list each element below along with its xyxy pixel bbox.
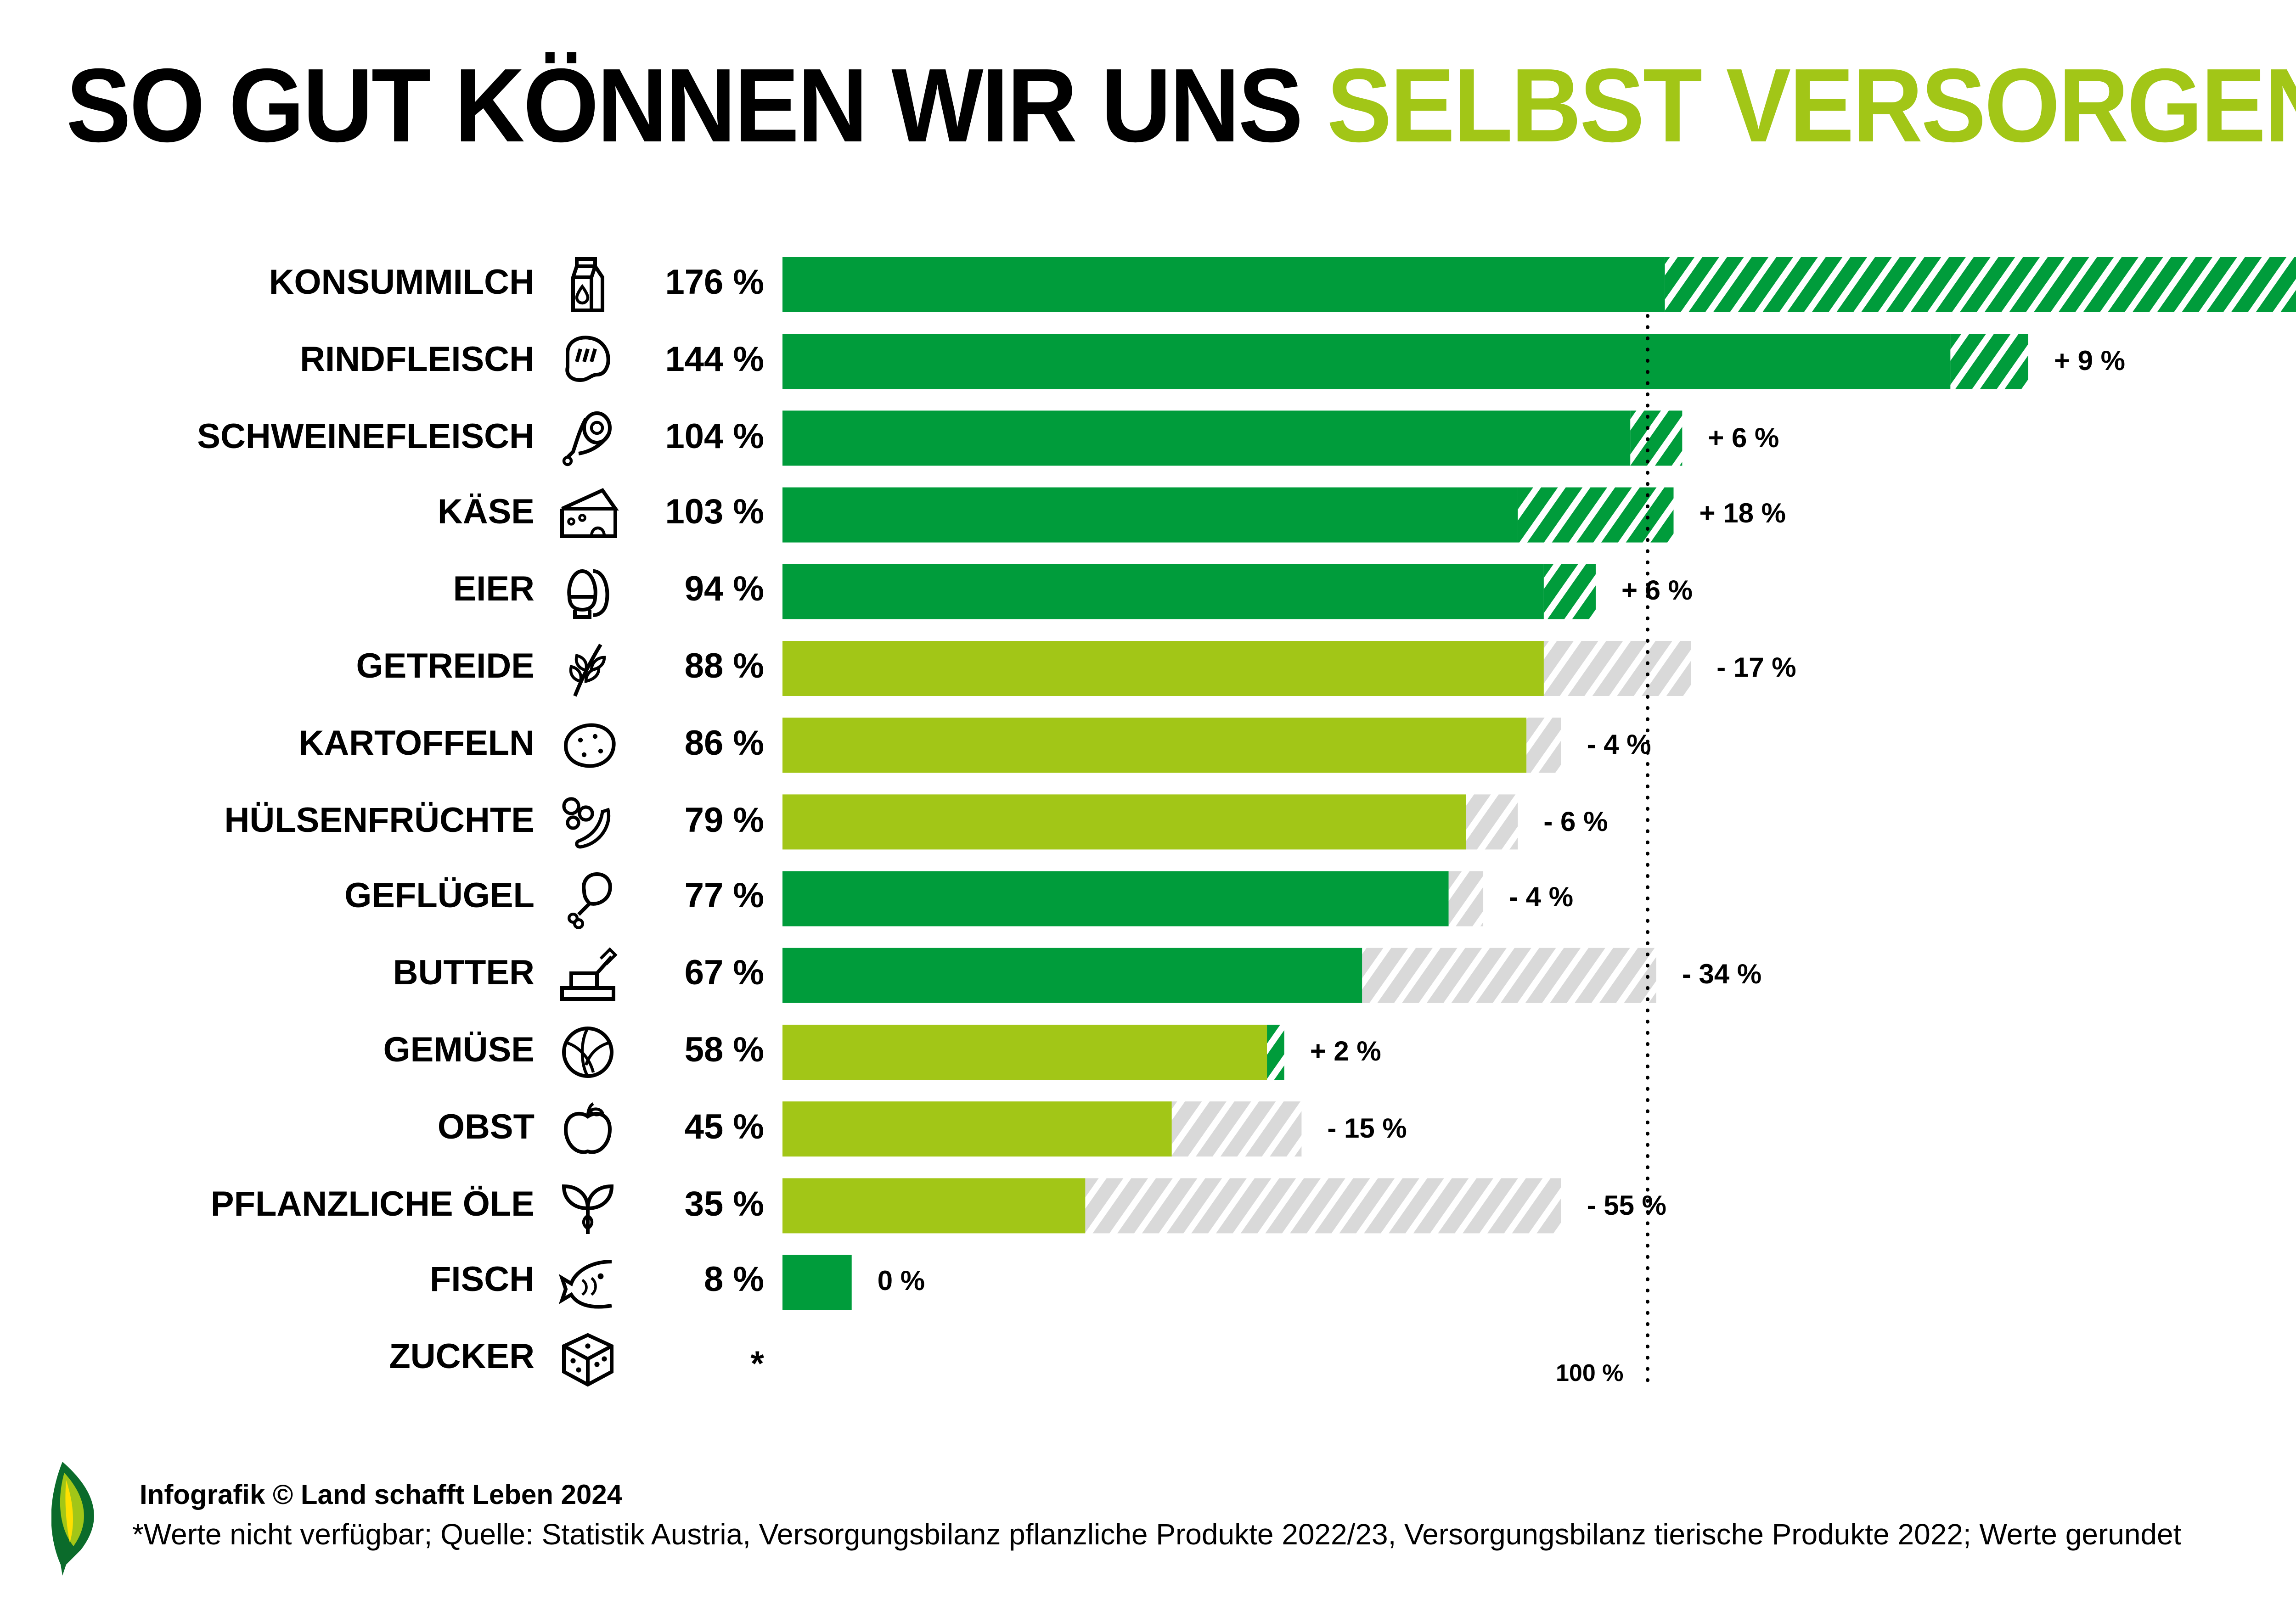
potato-icon	[557, 714, 619, 776]
category-label: GETREIDE	[356, 648, 535, 687]
milk-carton-icon	[557, 253, 619, 316]
value-label: 79 %	[684, 802, 764, 841]
value-label: 45 %	[684, 1109, 764, 1148]
bar-current-value	[782, 718, 1527, 773]
value-label: 144 %	[665, 341, 765, 380]
category-label: SCHWEINEFLEISCH	[197, 418, 535, 457]
page-title: SO GUT KÖNNEN WIR UNS SELBST VERSORGEN	[66, 54, 2296, 160]
bar-decrease-since-1995	[1171, 1101, 1302, 1157]
cabbage-icon	[557, 1021, 619, 1083]
change-label: + 6 %	[1621, 576, 1693, 607]
egg-icon	[557, 561, 619, 623]
bar-current-value	[782, 1025, 1267, 1080]
bar-decrease-since-1995	[1466, 794, 1518, 850]
change-label: - 4 %	[1509, 883, 1574, 915]
value-label: 67 %	[684, 955, 764, 994]
bar-current-value	[782, 1101, 1172, 1157]
bar-current-value	[782, 564, 1544, 619]
bar-current-value	[782, 410, 1631, 466]
category-label: EIER	[453, 571, 535, 610]
chicken-leg-icon	[557, 868, 619, 930]
bar-decrease-since-1995	[1085, 1178, 1561, 1234]
bar-current-value	[782, 948, 1362, 1003]
change-label: + 18 %	[1699, 499, 1786, 531]
title-part-2: SELBST VERSORGEN	[1327, 48, 2296, 165]
category-label: GEFLÜGEL	[344, 878, 535, 917]
bar-increase-since-1995	[1950, 334, 2028, 389]
change-label: - 34 %	[1682, 960, 1762, 991]
value-label: 88 %	[684, 648, 764, 687]
category-label: FISCH	[430, 1262, 535, 1301]
bar-current-value	[782, 334, 1951, 389]
apple-icon	[557, 1098, 619, 1160]
value-label: 104 %	[665, 418, 765, 457]
category-label: HÜLSENFRÜCHTE	[224, 802, 535, 841]
change-label: + 6 %	[1708, 422, 1779, 454]
value-label: 176 %	[665, 264, 765, 303]
category-label: RINDFLEISCH	[300, 341, 535, 380]
butter-icon	[557, 944, 619, 1007]
change-label: 0 %	[877, 1267, 925, 1298]
category-label: PFLANZLICHE ÖLE	[210, 1185, 535, 1224]
cheese-icon	[557, 484, 619, 546]
category-label: KÄSE	[437, 494, 535, 533]
bar-current-value	[782, 641, 1544, 696]
reference-line-label: 100 %	[1556, 1359, 1624, 1386]
change-label: - 4 %	[1587, 729, 1651, 761]
category-label: ZUCKER	[389, 1339, 535, 1378]
change-label: - 55 %	[1587, 1190, 1666, 1222]
bar-decrease-since-1995	[1362, 948, 1656, 1003]
change-label: + 2 %	[1310, 1037, 1381, 1068]
bar-increase-since-1995	[1630, 410, 1683, 466]
value-label: 8 %	[704, 1262, 764, 1301]
value-label: *	[750, 1346, 764, 1385]
title-part-1: SO GUT KÖNNEN WIR UNS	[66, 48, 1327, 165]
bar-current-value	[782, 487, 1518, 543]
category-label: GEMÜSE	[383, 1032, 535, 1071]
change-label: - 17 %	[1716, 653, 1796, 684]
value-label: 103 %	[665, 494, 765, 533]
bar-decrease-since-1995	[1543, 641, 1691, 696]
footer-credit: Infografik © Land schafft Leben 2024	[140, 1480, 623, 1511]
bar-current-value	[782, 1178, 1086, 1234]
bar-current-value	[782, 794, 1466, 850]
change-label: + 9 %	[2054, 346, 2126, 377]
footer-source-note: *Werte nicht verfügbar; Quelle: Statisti…	[132, 1521, 2182, 1552]
value-label: 94 %	[684, 571, 764, 610]
bar-increase-since-1995	[1267, 1025, 1284, 1080]
bar-increase-since-1995	[1518, 487, 1674, 543]
wheat-icon	[557, 637, 619, 700]
value-label: 77 %	[684, 878, 764, 917]
category-label: OBST	[437, 1109, 535, 1148]
land-schafft-leben-leaf-logo	[51, 1462, 94, 1576]
bar-increase-since-1995	[1543, 564, 1596, 619]
value-label: 86 %	[684, 725, 764, 764]
ham-leg-icon	[557, 407, 619, 469]
sugar-cube-icon	[557, 1328, 619, 1391]
value-label: 58 %	[684, 1032, 764, 1071]
change-label: - 6 %	[1543, 806, 1608, 838]
sprout-icon	[557, 1174, 619, 1237]
category-label: KARTOFFELN	[298, 725, 535, 764]
fish-icon	[557, 1251, 619, 1314]
category-label: KONSUMMILCH	[269, 264, 535, 303]
value-label: 35 %	[684, 1185, 764, 1224]
bar-current-value	[782, 257, 1665, 312]
bar-decrease-since-1995	[1448, 871, 1484, 926]
bar-current-value	[782, 871, 1449, 926]
legumes-icon	[557, 791, 619, 853]
bar-decrease-since-1995	[1526, 718, 1561, 773]
steak-icon	[557, 330, 619, 393]
category-label: BUTTER	[393, 955, 535, 994]
bar-increase-since-1995	[1665, 257, 2296, 312]
bar-current-value	[782, 1255, 852, 1310]
change-label: - 15 %	[1327, 1113, 1407, 1145]
